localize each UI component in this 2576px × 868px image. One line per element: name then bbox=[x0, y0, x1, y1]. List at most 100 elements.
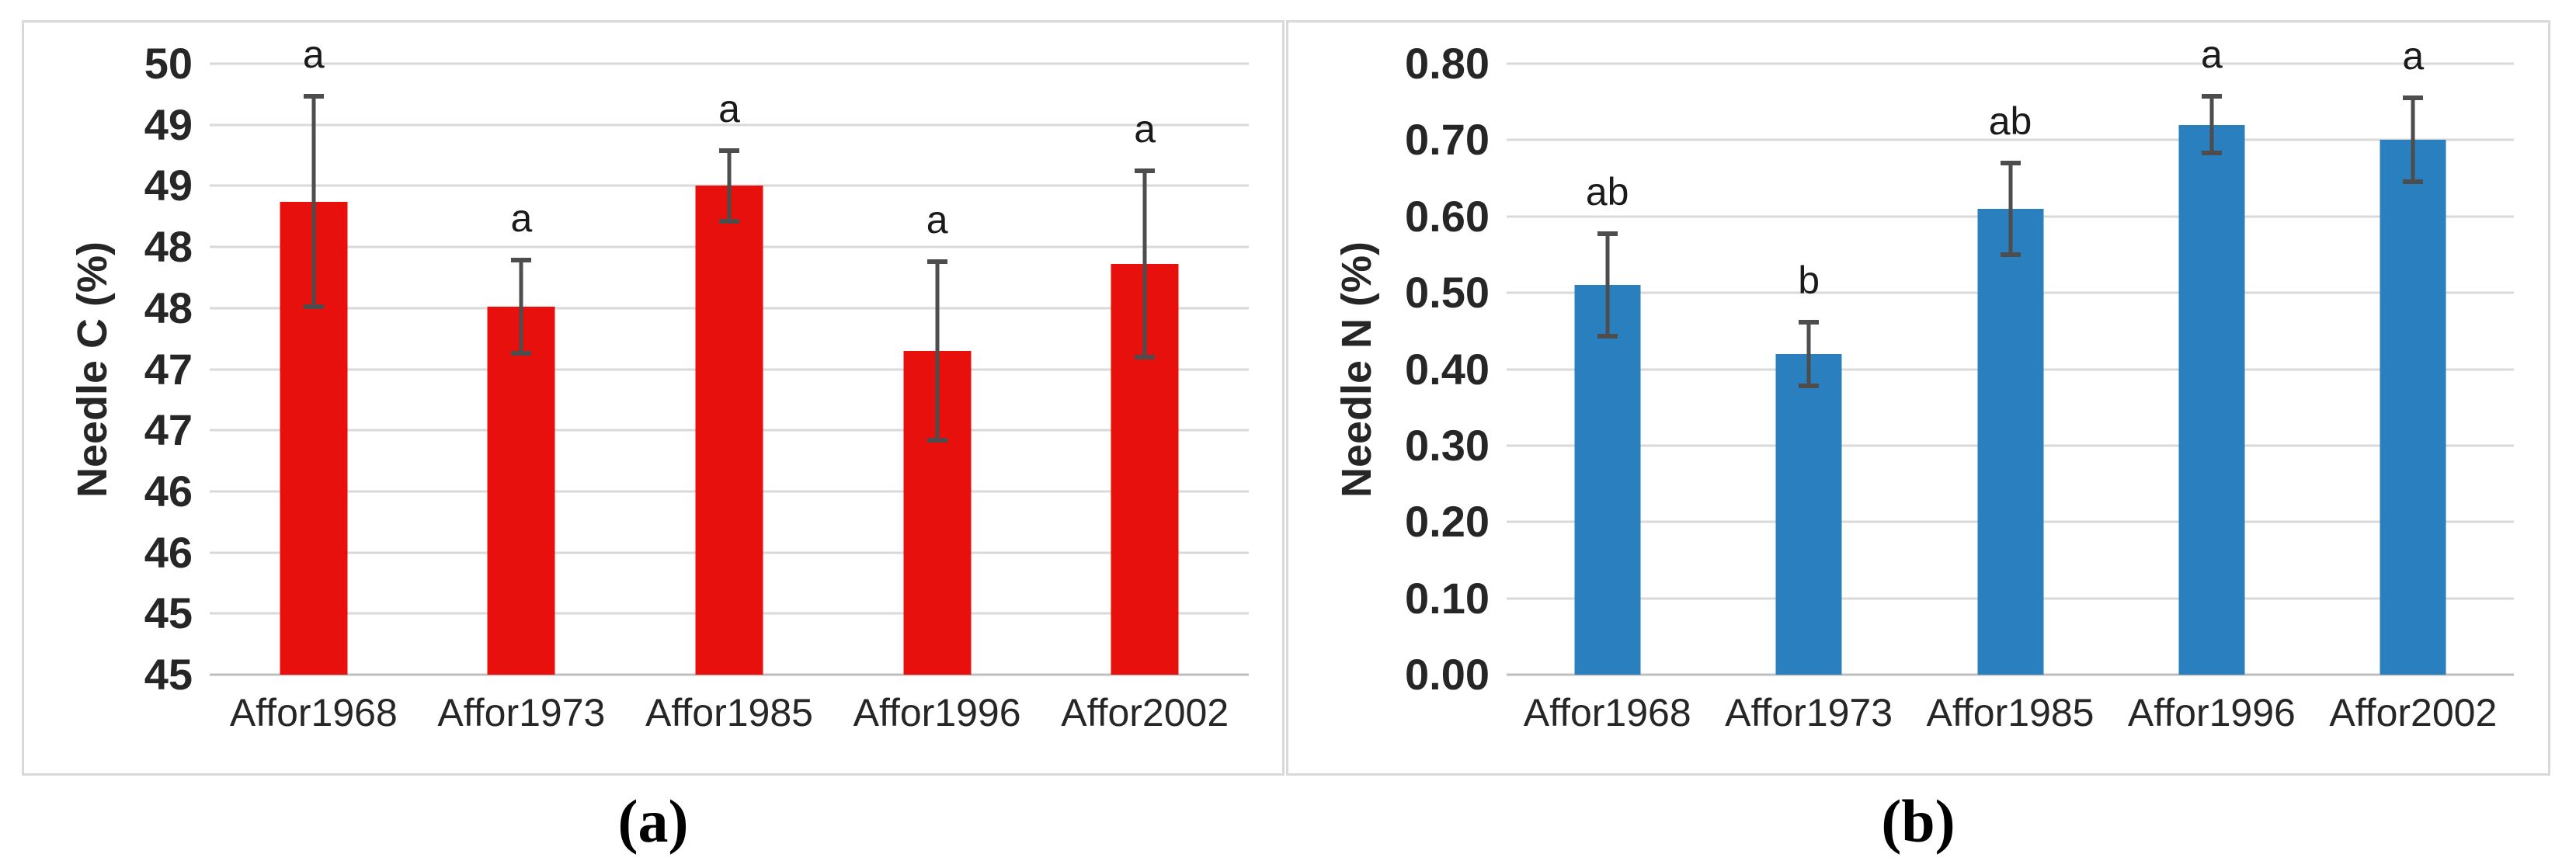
error-bar-cap-bottom bbox=[1135, 354, 1156, 359]
gridline bbox=[210, 62, 1249, 65]
x-category-label: Affor2002 bbox=[2329, 691, 2498, 734]
error-bar-cap-top bbox=[926, 259, 947, 264]
error-bar-cap-bottom bbox=[1597, 334, 1618, 339]
error-bar-cap-bottom bbox=[2000, 252, 2021, 257]
panel-caption-b: (b) bbox=[1881, 787, 1955, 855]
error-bar-cap-top bbox=[2000, 160, 2021, 165]
x-category-label: Affor1996 bbox=[853, 691, 1021, 734]
error-bar-cap-top bbox=[303, 94, 324, 99]
x-category-label: Affor2002 bbox=[1061, 691, 1229, 734]
plot-area-b: 0.80 0.70 0.60 0.50 0.40 0.30 0.20 0.10 0.00 ab Af… bbox=[1405, 35, 2514, 732]
y-tick-label: 47 bbox=[144, 405, 193, 455]
chart-panel-b: Needle N (%) 0.80 0.70 0.60 0.50 0.40 0.30 0.2… bbox=[1286, 20, 2550, 776]
bar-affor1985 bbox=[695, 186, 763, 675]
error-bar-line bbox=[935, 259, 940, 443]
error-bar-cap-bottom bbox=[926, 437, 947, 443]
bar-affor1973 bbox=[487, 307, 555, 675]
error-bar-line bbox=[2411, 95, 2415, 185]
y-tick-label: 49 bbox=[144, 161, 193, 210]
x-axis-line bbox=[1507, 673, 2514, 676]
y-axis-title-a: Needle C (%) bbox=[24, 64, 161, 675]
gridline bbox=[210, 123, 1249, 127]
bar-affor1968 bbox=[1574, 285, 1641, 675]
error-bar-cap-bottom bbox=[2201, 151, 2222, 156]
error-bar-affor1985 bbox=[1992, 160, 2029, 257]
error-bar-affor1973 bbox=[1790, 319, 1827, 389]
panel-b-wrap: Needle N (%) 0.80 0.70 0.60 0.50 0.40 0.30 0.2… bbox=[1286, 0, 2550, 856]
error-bar-affor2002 bbox=[1126, 168, 1163, 359]
error-bar-cap-top bbox=[719, 148, 739, 153]
error-bar-affor2002 bbox=[2394, 95, 2432, 185]
y-tick-label: 0.00 bbox=[1405, 650, 1490, 699]
gridline bbox=[1507, 138, 2514, 141]
error-bar-affor1985 bbox=[711, 148, 748, 224]
error-bar-cap-bottom bbox=[2403, 179, 2424, 185]
error-bar-affor1968 bbox=[1589, 231, 1626, 339]
error-bar-line bbox=[727, 148, 732, 224]
significance-letter: a bbox=[926, 197, 948, 241]
error-bar-affor1973 bbox=[502, 258, 540, 356]
significance-letter: b bbox=[1798, 258, 1820, 302]
error-bar-affor1996 bbox=[2193, 94, 2230, 156]
significance-letter: ab bbox=[1585, 170, 1629, 214]
y-axis-title-text-b: Needle N (%) bbox=[1333, 241, 1381, 498]
y-tick-label: 49 bbox=[144, 99, 193, 149]
y-tick-label: 0.30 bbox=[1405, 420, 1490, 470]
error-bar-line bbox=[2209, 94, 2214, 156]
y-tick-label: 0.20 bbox=[1405, 497, 1490, 547]
y-tick-label: 47 bbox=[144, 344, 193, 394]
y-tick-label: 0.10 bbox=[1405, 573, 1490, 623]
bar-affor2002 bbox=[2380, 140, 2446, 675]
x-axis-line bbox=[210, 673, 1249, 676]
y-tick-label: 0.40 bbox=[1405, 344, 1490, 394]
significance-letter: a bbox=[2402, 34, 2425, 78]
y-tick-label: 0.50 bbox=[1405, 268, 1490, 318]
significance-letter: a bbox=[2200, 33, 2223, 77]
x-category-label: Affor1968 bbox=[1523, 691, 1691, 734]
y-tick-label: 0.60 bbox=[1405, 191, 1490, 241]
x-category-label: Affor1985 bbox=[1926, 691, 2095, 734]
y-tick-label: 0.80 bbox=[1405, 39, 1490, 88]
x-category-label: Affor1985 bbox=[645, 691, 813, 734]
error-bar-affor1968 bbox=[295, 94, 332, 310]
error-bar-affor1996 bbox=[919, 259, 956, 443]
y-tick-label: 46 bbox=[144, 466, 193, 516]
error-bar-cap-bottom bbox=[1799, 384, 1820, 389]
bar-affor1973 bbox=[1775, 353, 1842, 675]
x-category-label: Affor1968 bbox=[229, 691, 398, 734]
error-bar-cap-top bbox=[511, 258, 532, 263]
y-tick-label: 45 bbox=[144, 650, 193, 699]
error-bar-cap-bottom bbox=[511, 351, 532, 356]
x-category-label: Affor1973 bbox=[1725, 691, 1893, 734]
y-tick-label: 50 bbox=[144, 39, 193, 88]
bar-affor1996 bbox=[2178, 124, 2245, 675]
error-bar-cap-top bbox=[1597, 231, 1618, 237]
error-bar-line bbox=[519, 258, 523, 356]
error-bar-cap-top bbox=[1135, 168, 1156, 174]
error-bar-cap-bottom bbox=[303, 304, 324, 310]
y-tick-label: 48 bbox=[144, 283, 193, 332]
error-bar-cap-top bbox=[1799, 319, 1820, 325]
error-bar-cap-top bbox=[2201, 94, 2222, 99]
significance-letter: a bbox=[1134, 107, 1156, 151]
panel-caption-a: (a) bbox=[617, 787, 689, 855]
y-axis-title-text-a: Needle C (%) bbox=[69, 241, 116, 498]
gridline bbox=[1507, 62, 2514, 65]
error-bar-cap-top bbox=[2403, 95, 2424, 101]
x-category-label: Affor1973 bbox=[437, 691, 606, 734]
bar-affor1985 bbox=[1977, 208, 2043, 675]
plot-area-a: 50 49 49 48 48 47 47 46 46 45 45 a Affor1968 a Affor19… bbox=[144, 35, 1249, 732]
error-bar-line bbox=[311, 94, 316, 310]
error-bar-line bbox=[1605, 231, 1610, 339]
significance-letter: a bbox=[510, 196, 533, 241]
significance-letter: a bbox=[718, 86, 740, 130]
error-bar-line bbox=[1142, 168, 1147, 359]
panel-a-wrap: Needle C (%) 50 49 49 48 48 47 47 46 46 45 45 a Affo… bbox=[22, 0, 1285, 856]
x-category-label: Affor1996 bbox=[2127, 691, 2296, 734]
y-tick-label: 45 bbox=[144, 589, 193, 638]
y-tick-label: 48 bbox=[144, 222, 193, 272]
chart-panel-a: Needle C (%) 50 49 49 48 48 47 47 46 46 45 45 a Affo… bbox=[22, 20, 1285, 776]
error-bar-cap-bottom bbox=[719, 219, 739, 224]
error-bar-line bbox=[1806, 319, 1811, 389]
